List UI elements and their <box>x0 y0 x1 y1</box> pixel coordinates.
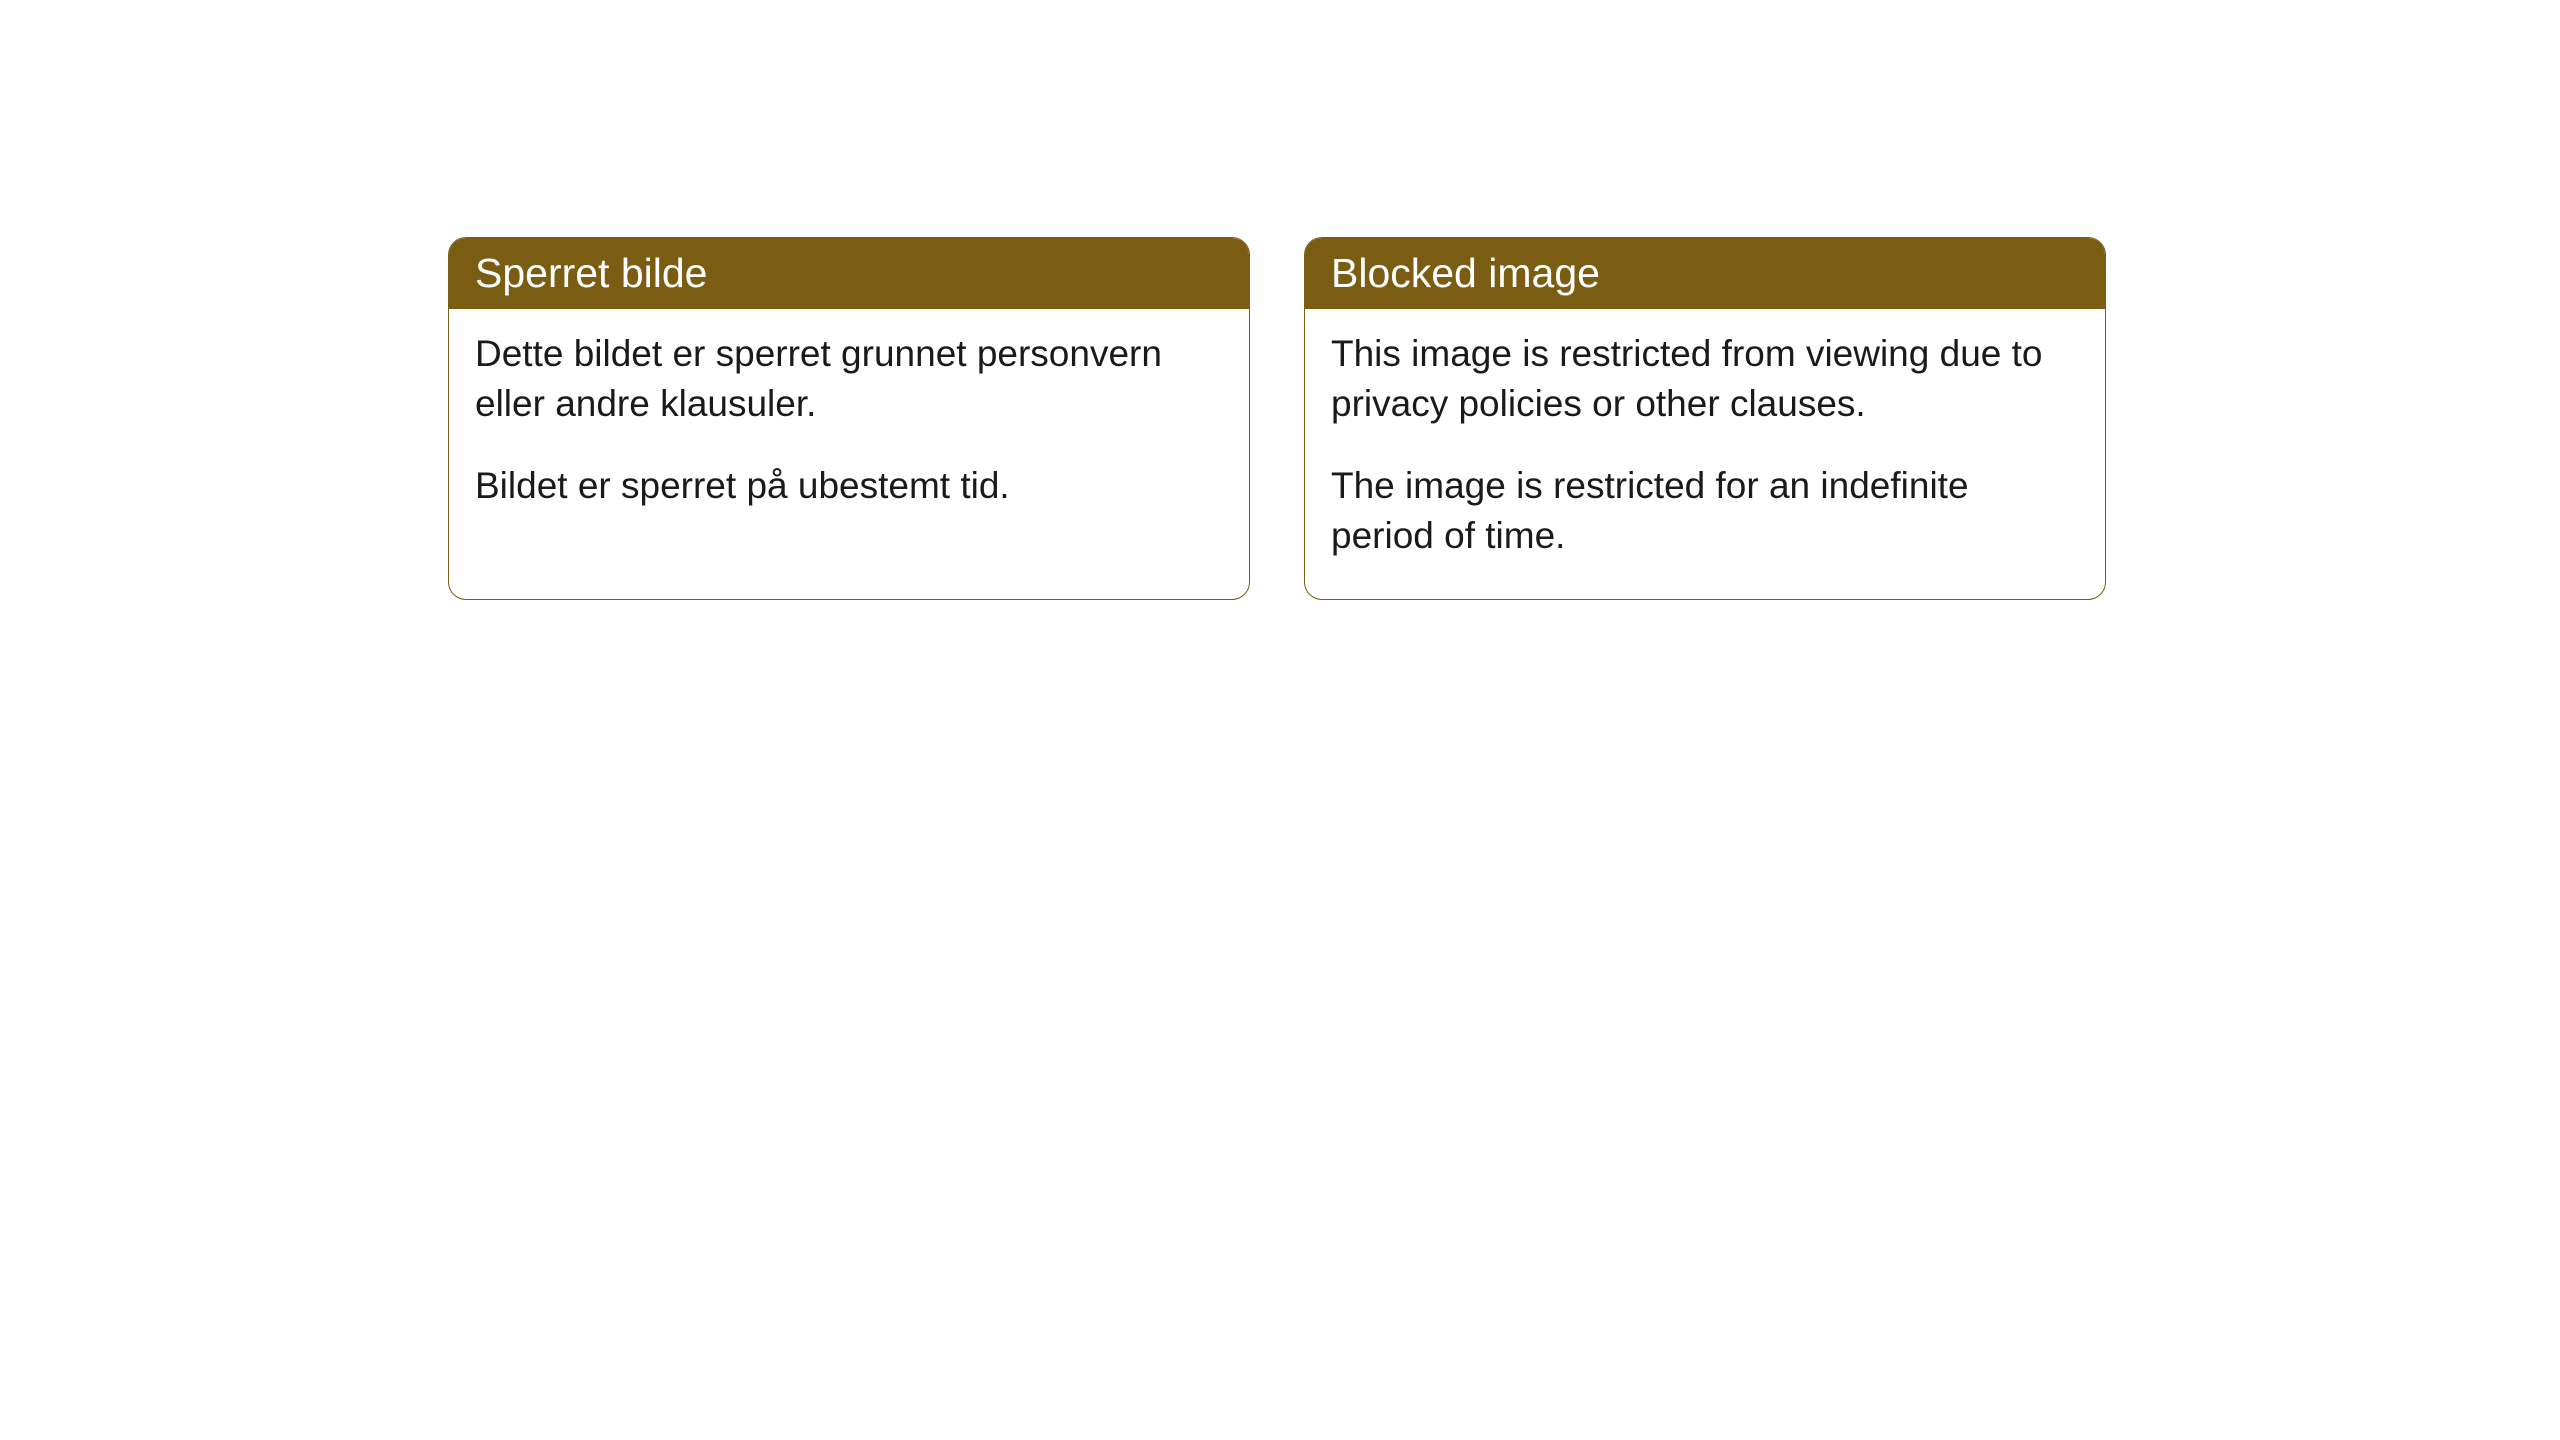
notice-card-english: Blocked image This image is restricted f… <box>1304 237 2106 600</box>
notice-text-duration: Bildet er sperret på ubestemt tid. <box>475 461 1223 511</box>
notice-text-reason: Dette bildet er sperret grunnet personve… <box>475 329 1223 429</box>
notice-card-header: Blocked image <box>1305 238 2105 309</box>
notice-card-header: Sperret bilde <box>449 238 1249 309</box>
notice-text-reason: This image is restricted from viewing du… <box>1331 329 2079 429</box>
notice-card-body: This image is restricted from viewing du… <box>1305 309 2105 599</box>
notice-card-body: Dette bildet er sperret grunnet personve… <box>449 309 1249 549</box>
notice-cards-container: Sperret bilde Dette bildet er sperret gr… <box>448 237 2106 600</box>
notice-card-norwegian: Sperret bilde Dette bildet er sperret gr… <box>448 237 1250 600</box>
notice-text-duration: The image is restricted for an indefinit… <box>1331 461 2079 561</box>
